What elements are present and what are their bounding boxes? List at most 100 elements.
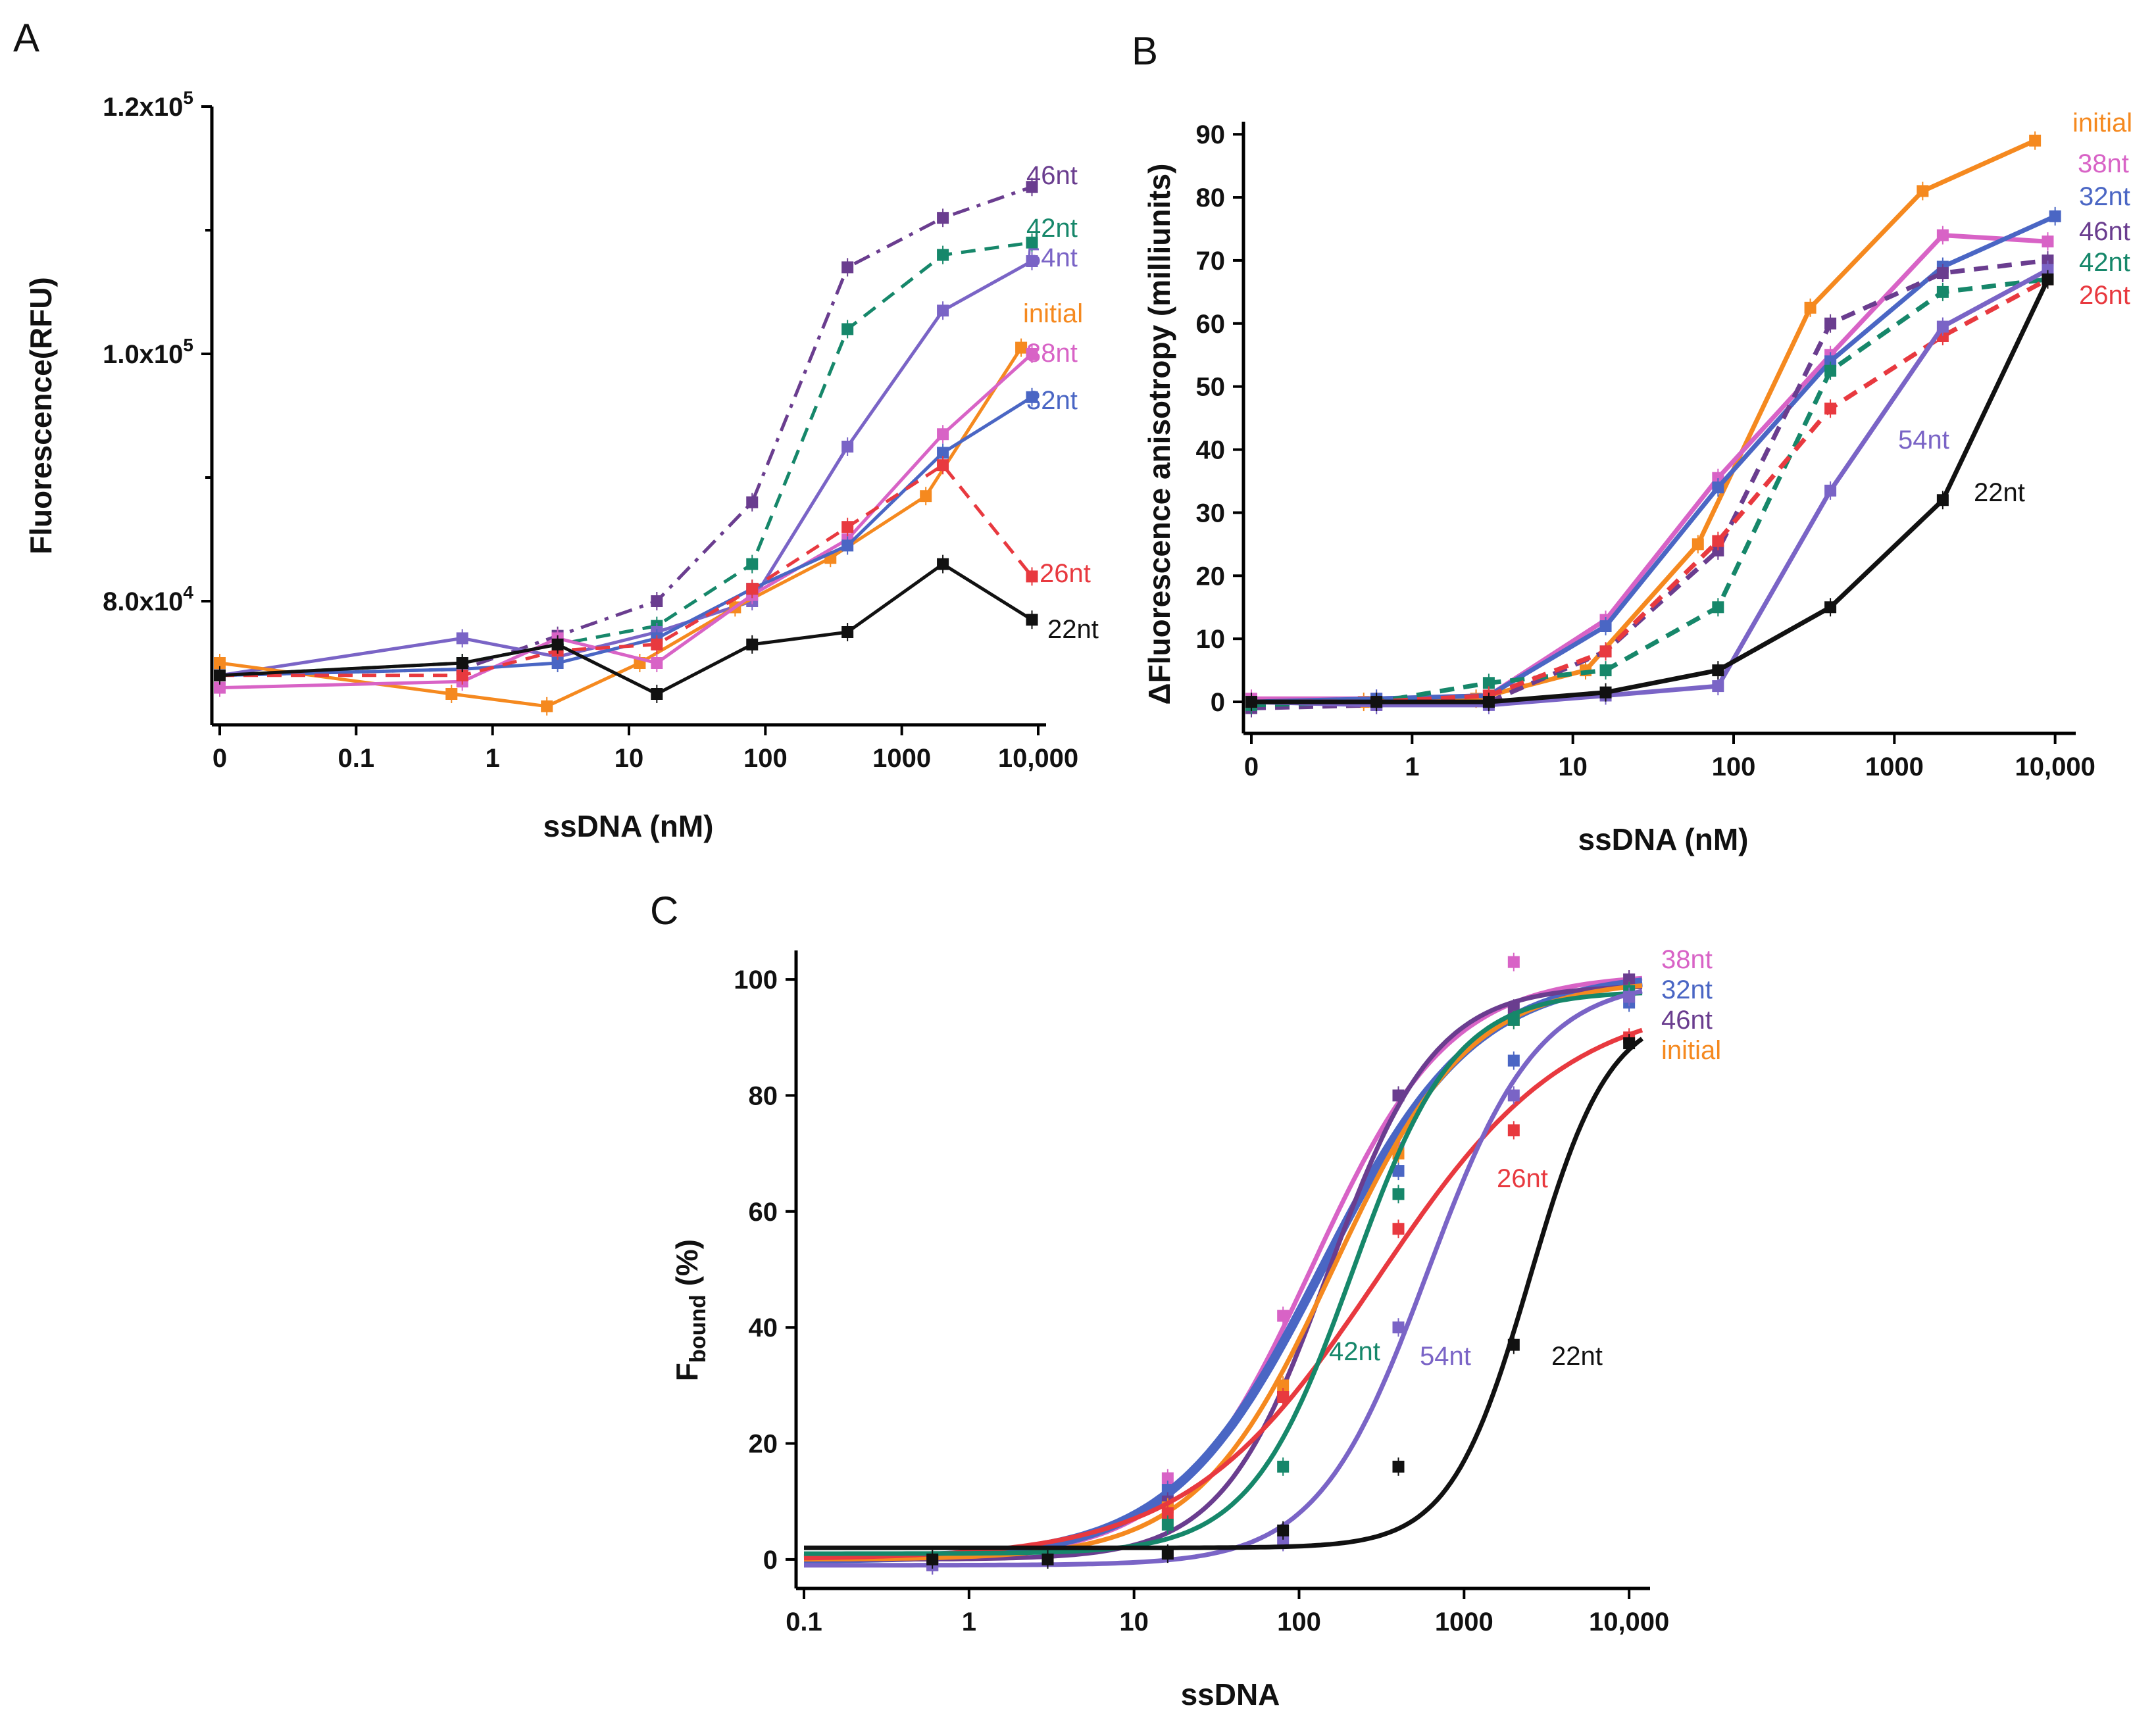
panel-c-label-46nt: 46nt	[1661, 1006, 1713, 1035]
panel-a-label-38nt: 38nt	[1026, 339, 1078, 368]
panel-a-line-26nt	[220, 463, 1034, 677]
panel-c-y-title-sub: bound	[686, 1294, 711, 1363]
panel-a-line-32nt	[219, 395, 1033, 677]
panel-a-line-22nt	[219, 562, 1033, 696]
panel-c-label-initial: initial	[1661, 1036, 1721, 1065]
panel-a-point-38nt	[1026, 348, 1038, 360]
panel-a-point-22nt	[746, 638, 759, 651]
panel-b-point-22nt	[1599, 686, 1612, 699]
panel-b-point-26nt	[1599, 645, 1612, 658]
panel-c-x-tick-label: 1000	[1435, 1608, 1493, 1636]
panel-b-series-22nt	[1245, 270, 2054, 712]
panel-a: A 0 0.1 1 10 100 1000 10,000 8.0x1041.0x1051.2…	[13, 16, 1099, 843]
panel-a-y-tick-label: 1.0x105	[103, 335, 193, 369]
panel-b-x-tick-label: 1	[1405, 752, 1419, 781]
panel-a-point-22nt	[214, 669, 226, 681]
panel-a-point-54nt	[1026, 255, 1038, 267]
panel-c-label-42nt: 42nt	[1329, 1337, 1380, 1366]
panel-a-y-tick-mantissa: 1.2x10	[103, 93, 183, 122]
panel-c-label-32nt: 32nt	[1661, 975, 1713, 1004]
panel-c-y-tick-label: 0	[763, 1546, 778, 1575]
panel-b-point-22nt	[2042, 273, 2054, 285]
panel-a-label-32nt: 32nt	[1026, 386, 1078, 415]
panel-b-label-22nt: 22nt	[1974, 478, 2025, 507]
panel-a-point-46nt	[937, 212, 949, 224]
panel-a-line-42nt	[219, 241, 1032, 677]
panel-a-label-42nt: 42nt	[1026, 214, 1078, 243]
panel-a-point-26nt	[651, 638, 663, 651]
panel-c-series-22nt	[804, 1034, 1644, 1569]
panel-c-point-26nt	[1507, 1124, 1520, 1137]
panel-b-x-tick-label: 10,000	[2015, 752, 2095, 781]
panel-a-point-initial	[1015, 341, 1028, 354]
panel-a-point-54nt	[841, 441, 854, 453]
panel-b-point-22nt	[1936, 494, 1949, 506]
panel-a-line-54nt	[219, 259, 1033, 677]
panel-b-point-initial	[1917, 185, 1929, 197]
panel-c-label-22nt: 22nt	[1551, 1342, 1603, 1371]
panel-c-point-26nt	[1392, 1223, 1405, 1235]
panel-b: B 0 1 10 100 1000 10,000 0102030405060708090 …	[1132, 29, 2132, 856]
panel-a-point-22nt	[1026, 614, 1038, 626]
panel-b-y-tick-label: 60	[1196, 310, 1226, 339]
panel-a-x-tick-label: 1000	[872, 744, 931, 773]
panel-b-point-54nt	[1824, 484, 1837, 497]
panel-c-y-tick-label: 20	[749, 1430, 778, 1459]
panel-b-x-title: ssDNA (nM)	[1578, 822, 1749, 856]
panel-c-x-tick-label: 0.1	[786, 1608, 822, 1636]
panel-a-point-32nt	[937, 447, 949, 459]
panel-a-point-46nt	[651, 595, 663, 607]
panel-b-point-initial	[1804, 301, 1817, 314]
panel-b-point-26nt	[1712, 535, 1724, 547]
panel-c-point-54nt	[1392, 1321, 1405, 1334]
panel-b-y-tick-label: 20	[1196, 562, 1226, 591]
panel-c-y-tick-label: 100	[734, 966, 778, 995]
panel-a-y-tick-mantissa: 1.0x10	[103, 340, 183, 369]
panel-c-point-32nt	[1161, 1484, 1174, 1496]
panel-b-point-42nt	[1482, 677, 1495, 689]
panel-b-point-initial	[2029, 134, 2042, 147]
panel-c-point-38nt	[1277, 1310, 1290, 1322]
panel-a-point-26nt	[746, 583, 759, 595]
panel-a-x-title: ssDNA (nM)	[543, 809, 714, 843]
panel-c-point-42nt	[1392, 1188, 1405, 1200]
panel-a-series-initial	[214, 338, 1028, 716]
panel-b-label-initial: initial	[2072, 109, 2132, 137]
panel-b-point-42nt	[1712, 601, 1724, 614]
panel-a-point-initial	[920, 490, 932, 503]
panel-b-label-26nt: 26nt	[2079, 281, 2130, 310]
panel-a-point-42nt	[841, 323, 854, 335]
panel-b-point-22nt	[1482, 696, 1495, 708]
panel-a-point-38nt	[214, 681, 226, 694]
panel-b-point-22nt	[1245, 696, 1257, 708]
panel-a-point-54nt	[937, 305, 949, 317]
panel-c-point-22nt	[1623, 1037, 1636, 1050]
panel-a-point-46nt	[1026, 181, 1038, 193]
panel-b-point-22nt	[1712, 664, 1724, 677]
panel-b-point-26nt	[1824, 403, 1837, 415]
panel-c-point-22nt	[926, 1553, 939, 1565]
panel-c-point-22nt	[1507, 1339, 1520, 1351]
panel-c-x-tick-label: 10,000	[1589, 1608, 1669, 1636]
panel-a-y-tick-exponent: 4	[183, 582, 193, 602]
panel-c-y-title-main: F	[670, 1363, 704, 1381]
panel-c-fit-initial	[804, 983, 1643, 1561]
panel-a-point-initial	[445, 688, 458, 700]
panel-a-x-tick-label: 100	[743, 744, 788, 773]
panel-a-y-tick-label: 1.2x105	[103, 87, 193, 122]
panel-b-y-tick-label: 50	[1196, 373, 1226, 402]
panel-c-fit-54nt	[804, 989, 1643, 1568]
panel-a-point-54nt	[456, 632, 468, 645]
panel-b-y-tick-label: 10	[1196, 625, 1226, 654]
panel-a-point-46nt	[746, 496, 759, 508]
panel-a-point-initial	[541, 700, 553, 712]
panel-c-point-32nt	[1507, 1054, 1520, 1067]
panel-a-point-42nt	[746, 558, 759, 570]
panel-b-point-38nt	[1936, 229, 1949, 241]
panel-b-point-32nt	[1824, 355, 1837, 368]
panel-c-x-tick-label: 1	[962, 1608, 976, 1636]
panel-a-x-tick-label: 1	[486, 744, 500, 773]
panel-c-label-26nt: 26nt	[1497, 1164, 1548, 1193]
panel-a-label-initial: initial	[1023, 299, 1083, 328]
panel-a-line-initial	[219, 347, 1023, 708]
